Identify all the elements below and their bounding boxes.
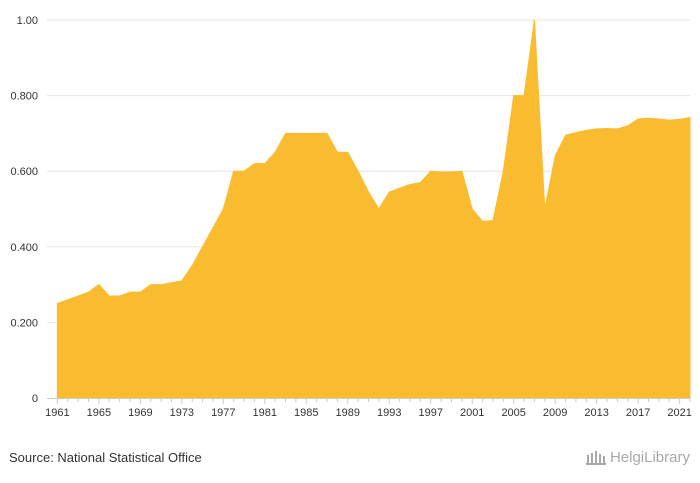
helgi-library-logo: HelgiLibrary [585, 449, 690, 466]
x-tick-label: 1977 [211, 407, 235, 419]
x-tick-label: 1981 [253, 407, 277, 419]
x-tick-label: 2021 [667, 407, 691, 419]
axes: 0 0.200 0.400 0.600 0.800 1.00 1961 1965 1969 197… [10, 15, 691, 419]
area-series [56, 19, 691, 399]
y-tick-label: 0.800 [10, 91, 38, 103]
x-tick-label: 2001 [460, 407, 484, 419]
x-tick-label: 1961 [45, 407, 69, 419]
x-tick-label: 2009 [543, 407, 567, 419]
logo-text: HelgiLibrary [609, 449, 690, 466]
x-tick-label: 2017 [626, 407, 650, 419]
x-tick-label: 1993 [377, 407, 401, 419]
y-tick-label: 0 [32, 393, 38, 405]
x-tick-label: 1969 [128, 407, 152, 419]
source-note: Source: National Statistical Office [9, 450, 202, 465]
x-tick-label: 1989 [336, 407, 360, 419]
area-chart: 0 0.200 0.400 0.600 0.800 1.00 1961 1965 1969 197… [10, 15, 691, 419]
library-building-icon [585, 450, 606, 465]
y-tick-label: 1.00 [17, 15, 38, 27]
x-tick-label: 1997 [418, 407, 442, 419]
x-tick-label: 1973 [170, 407, 194, 419]
x-tick-label: 1985 [294, 407, 318, 419]
x-tick-label: 2005 [501, 407, 525, 419]
y-tick-label: 0.600 [10, 166, 38, 178]
y-tick-label: 0.200 [10, 317, 38, 329]
plot-area [56, 19, 691, 399]
y-tick-label: 0.400 [10, 242, 38, 254]
x-tick-label: 1965 [87, 407, 111, 419]
x-tick-label: 2013 [584, 407, 608, 419]
